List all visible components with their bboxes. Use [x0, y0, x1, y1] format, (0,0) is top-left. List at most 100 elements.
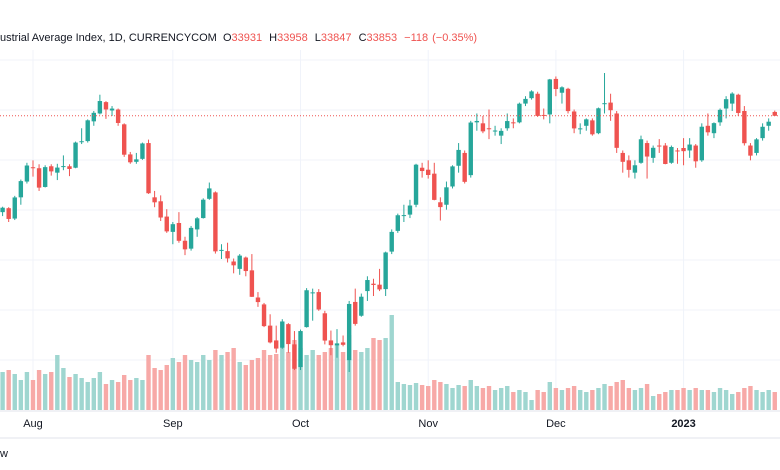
- volume-bar: [547, 382, 552, 410]
- candle-body: [97, 101, 103, 114]
- volume-bar: [462, 386, 467, 410]
- candle-body: [413, 164, 419, 205]
- volume-bar: [286, 352, 291, 410]
- candle-body: [772, 111, 777, 116]
- candle-body: [462, 152, 467, 182]
- volume-bar: [194, 362, 200, 410]
- change-percent: (−0.35%): [432, 32, 478, 44]
- candle-body: [359, 296, 364, 316]
- volume-bar: [498, 388, 504, 410]
- volume-bar: [438, 382, 443, 410]
- volume-bar: [474, 386, 480, 410]
- candle-body: [255, 297, 261, 303]
- volume-bar: [0, 372, 5, 410]
- candle-body: [103, 102, 109, 110]
- volume-bar: [170, 358, 176, 410]
- volume-bar: [152, 368, 157, 410]
- volume-bar: [748, 386, 753, 410]
- volume-bar: [492, 390, 498, 410]
- volume-bar: [529, 400, 534, 410]
- candle-body: [663, 145, 668, 164]
- candle-body: [650, 147, 656, 158]
- candle-body: [517, 103, 522, 123]
- ohlc-value: 33853: [366, 32, 398, 44]
- candle-body: [79, 141, 84, 143]
- candle-body: [225, 251, 230, 259]
- candle-body: [310, 292, 315, 294]
- volume-bar: [730, 394, 735, 410]
- volume-bar: [140, 380, 145, 410]
- volume-bar: [407, 385, 413, 410]
- candle-body: [687, 144, 692, 151]
- volume-bar: [736, 392, 741, 410]
- candle-body: [12, 197, 17, 219]
- candle-body: [316, 292, 321, 310]
- candle-body: [571, 111, 577, 129]
- candle-body: [231, 261, 236, 266]
- candle-body: [61, 166, 66, 168]
- candle-body: [584, 119, 589, 126]
- volume-bar: [310, 350, 315, 410]
- volume-bar: [18, 380, 24, 410]
- volume-bar: [353, 350, 358, 410]
- volume-bar: [638, 388, 644, 410]
- volume-bar: [249, 360, 255, 410]
- symbol-title: ustrial Average Index, 1D, CURRENCYCOM: [0, 32, 217, 44]
- volume-bar: [36, 370, 42, 410]
- candle-body: [328, 340, 334, 346]
- volume-bar: [559, 390, 565, 410]
- volume-bar: [255, 358, 261, 410]
- candle-body: [176, 222, 182, 241]
- candle-body: [188, 227, 194, 249]
- volume-bar: [328, 348, 334, 410]
- candle-body: [128, 154, 133, 163]
- candle-body: [754, 139, 759, 153]
- volume-bar: [115, 382, 121, 410]
- volume-bar: [663, 392, 668, 410]
- candle-body: [547, 79, 552, 115]
- volume-bar: [620, 380, 625, 410]
- candle-body: [444, 187, 449, 205]
- volume-bar: [687, 390, 692, 410]
- candle-body: [669, 146, 674, 163]
- ohlc-value: 33847: [320, 32, 352, 44]
- volume-bar: [55, 355, 60, 410]
- change: −118: [404, 32, 429, 44]
- candle-body: [614, 113, 619, 148]
- volume-bar: [322, 352, 328, 410]
- volume-bar: [553, 388, 559, 410]
- candle-body: [644, 143, 650, 157]
- candle-body: [632, 165, 638, 173]
- volume-bar: [67, 377, 72, 410]
- candle-body: [249, 270, 255, 297]
- candle-body: [67, 166, 72, 169]
- volume-bar: [122, 375, 127, 410]
- candle-body: [626, 160, 632, 170]
- volume-bar: [176, 362, 182, 410]
- volume-bar: [207, 360, 212, 410]
- volume-bar: [395, 382, 400, 410]
- volume-bar: [614, 382, 619, 410]
- volume-bar: [596, 388, 601, 410]
- footer-text: w: [0, 448, 8, 460]
- volume-bar: [109, 380, 115, 410]
- volume-bar: [79, 378, 84, 410]
- volume-bars: [0, 315, 777, 410]
- volume-bar: [590, 390, 595, 410]
- volume-bar: [383, 338, 388, 410]
- volume-bar: [73, 374, 78, 410]
- candle-body: [298, 331, 303, 368]
- candle-body: [395, 215, 400, 231]
- candle-body: [401, 215, 407, 217]
- volume-bar: [371, 338, 376, 410]
- volume-bar: [413, 383, 419, 410]
- candle-body: [91, 112, 96, 122]
- candle-body: [450, 166, 455, 187]
- volume-bar: [705, 390, 711, 410]
- volume-bar: [584, 392, 589, 410]
- volume-bar: [346, 335, 352, 410]
- volume-bar: [128, 380, 133, 410]
- candle-body: [340, 342, 346, 345]
- candle-body: [590, 120, 595, 135]
- volume-bar: [316, 355, 321, 410]
